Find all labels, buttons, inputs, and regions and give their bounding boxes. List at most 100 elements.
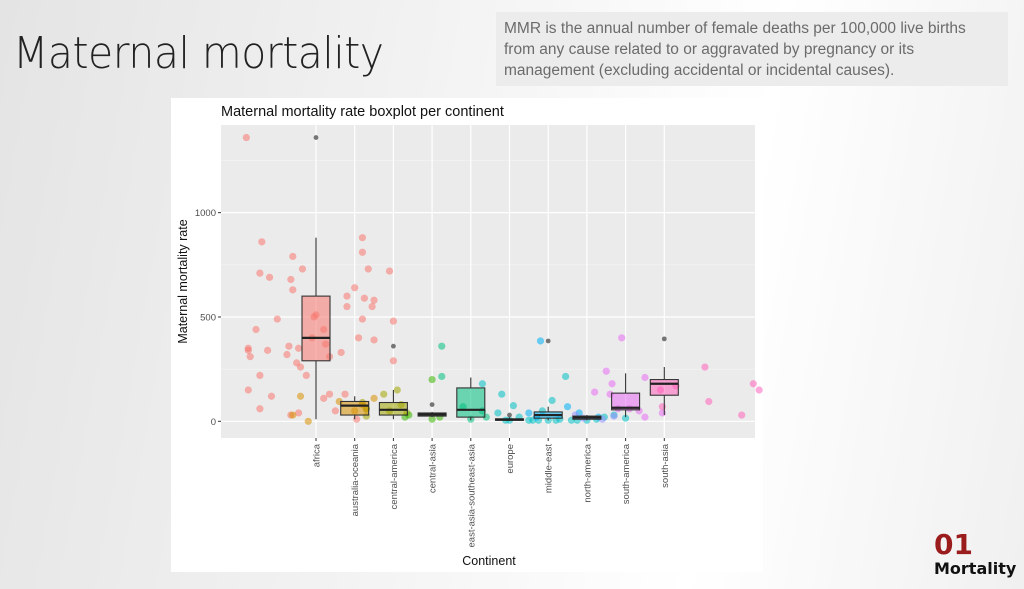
chart-title: Maternal mortality rate boxplot per cont… [221,104,504,120]
data-point [296,363,305,371]
data-point [283,350,291,359]
data-point [343,292,351,300]
data-point [370,394,378,402]
data-point [267,392,276,400]
data-point [548,396,556,405]
box-iqr [649,379,679,396]
data-point [341,390,349,398]
box-central-america [378,343,408,420]
data-point [438,372,446,381]
data-point [509,402,517,410]
box-central-asia [417,402,447,418]
data-point [618,334,626,342]
box-south-america [611,373,641,418]
data-point [296,392,305,400]
data-point [353,415,361,423]
data-point [738,411,746,419]
outlier-point [507,412,512,418]
x-tick-label: middle-east [544,444,555,493]
data-point [749,380,757,388]
data-point [641,413,649,421]
chart-svg: Maternal mortality rate boxplot per cont… [176,104,763,568]
mmr-definition: MMR is the annual number of female death… [496,12,1008,86]
data-point [289,286,297,294]
data-point [701,363,709,371]
data-point [256,269,264,277]
data-point [389,357,397,365]
data-point [370,296,378,304]
x-tick-label: australia-oceania [350,443,361,516]
data-point [364,265,372,273]
data-point [242,133,250,142]
data-point [494,409,502,417]
data-point [428,375,436,384]
box-iqr [301,295,331,362]
data-point [358,234,367,242]
data-point [354,334,363,342]
data-point [244,386,252,394]
data-point [368,302,376,311]
data-point [389,317,397,325]
outlier-point [313,135,319,140]
data-point [265,273,274,281]
data-point [602,367,610,375]
data-point [285,342,293,350]
data-point [331,407,339,415]
box-middle-east [533,338,563,421]
data-point [298,265,307,273]
data-point [622,414,630,422]
y-tick-label: 1000 [195,208,216,219]
y-axis-label: Maternal mortality rate [176,219,190,343]
data-point [658,409,666,417]
box-south-asia [649,336,679,416]
outlier-point [545,338,551,344]
data-point [289,252,297,261]
data-point [343,302,351,311]
data-point [320,394,328,402]
data-point [304,417,312,425]
data-point [252,325,260,334]
data-point [325,390,334,398]
section-number: 01 [934,528,973,561]
data-point [591,388,599,396]
data-point [256,405,264,413]
slide-title: Maternal mortality [13,28,384,79]
x-tick-label: south-america [621,443,632,504]
data-point [608,380,616,388]
data-point [246,353,254,361]
data-point [358,315,367,323]
section-label: Mortality [934,559,1017,578]
data-point [264,346,272,354]
x-tick-label: north-america [582,443,593,502]
data-point [358,248,367,256]
data-point [370,336,378,344]
data-point [294,409,303,417]
box-africa [301,135,331,420]
data-point [337,348,345,357]
data-point [351,284,359,292]
data-point [258,238,266,246]
data-point [380,390,388,398]
data-point [478,380,487,388]
x-axis: africa australia-oceania central-america ce… [312,438,671,548]
boxes [301,135,679,421]
data-point [244,346,252,354]
x-tick-label: africa [312,443,323,467]
y-axis: 0 500 1000 [195,208,221,428]
box-east-asia-southeast-asia [456,377,486,421]
outlier-point [391,343,396,349]
data-point [360,294,368,302]
data-point [287,275,295,284]
data-point [755,386,763,394]
data-point [256,371,264,379]
data-point [428,415,436,423]
x-tick-label: central-america [389,443,400,509]
data-point [658,403,666,411]
data-point [536,337,545,345]
data-point [289,411,297,419]
box-australia-oceania [340,396,370,420]
data-point [273,315,281,323]
boxplot-chart: Maternal mortality rate boxplot per cont… [171,98,763,572]
data-point [302,371,310,379]
box-europe [494,412,525,421]
